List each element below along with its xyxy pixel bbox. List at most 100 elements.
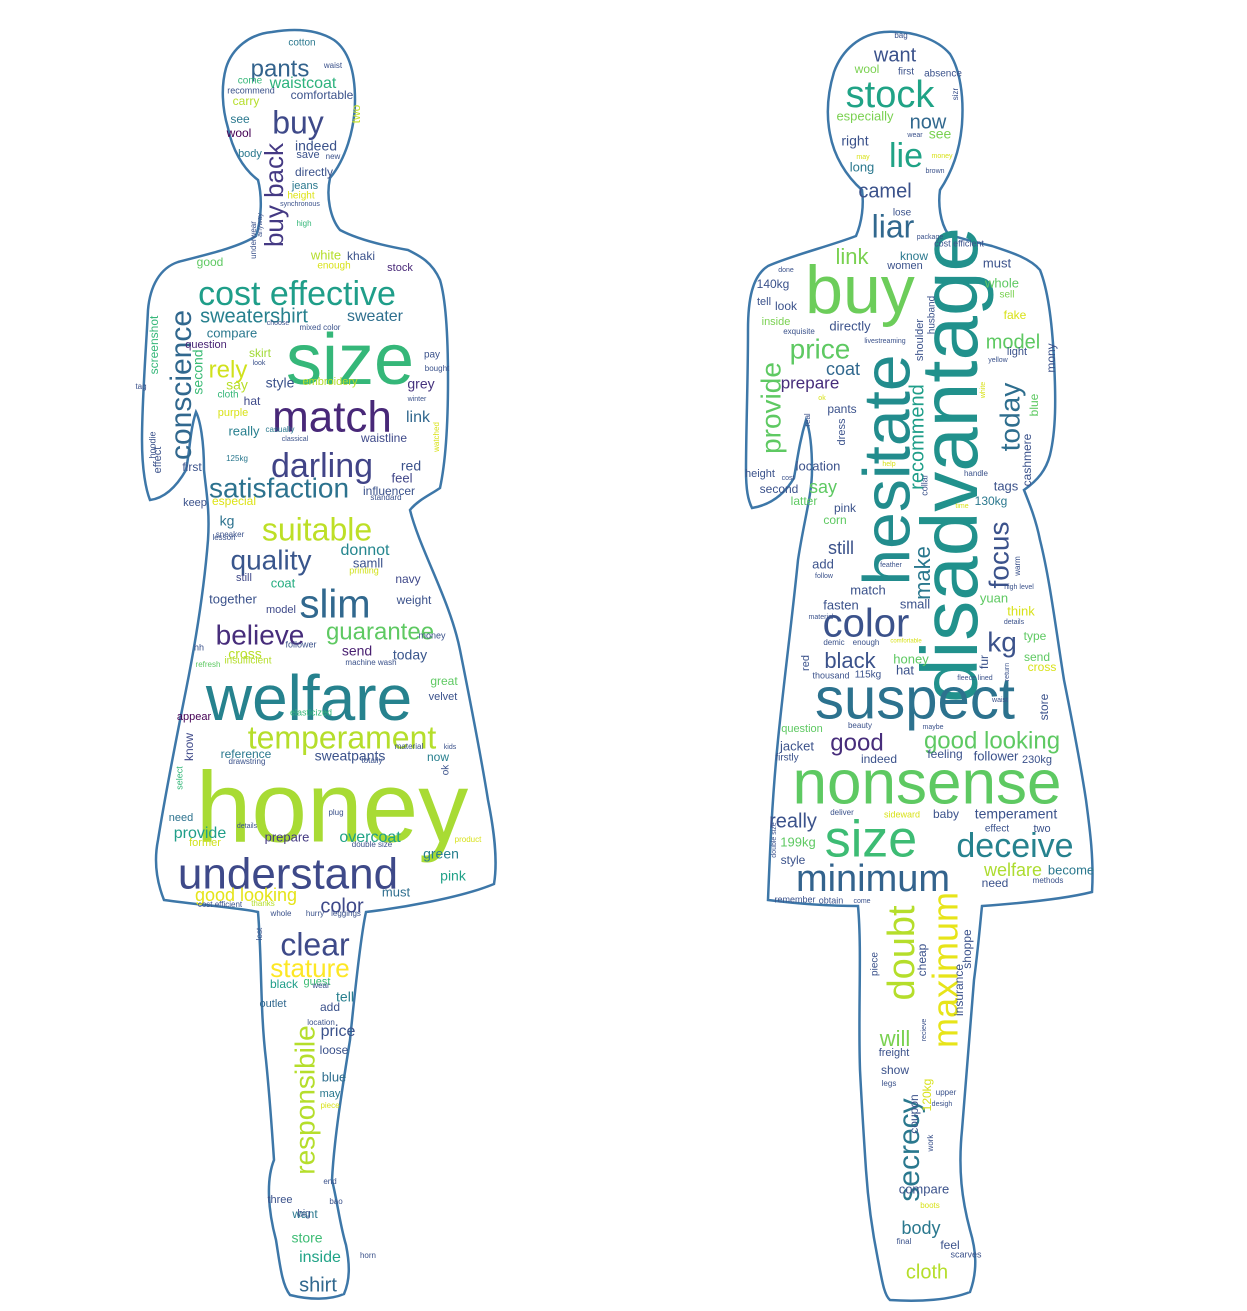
left-word-sneaker: sneaker [216, 530, 245, 539]
right-word-corn: corn [823, 513, 846, 527]
right-word-thousand: thousand [812, 670, 849, 680]
right-word-price: price [790, 333, 851, 364]
right-word-wool: wool [854, 62, 880, 76]
right-word-come: come [853, 898, 870, 905]
right-word-model: model [986, 331, 1040, 353]
left-word-choose: choose [267, 320, 290, 327]
left-word-plug: plug [328, 808, 343, 817]
right-word-deliver: deliver [830, 808, 854, 817]
left-word-waistline: waistline [360, 431, 407, 445]
right-word-color: color [823, 602, 910, 646]
left-word-effect: effect [152, 447, 164, 474]
left-word-casually: casually [266, 425, 295, 434]
right-word-think: think [1007, 603, 1035, 618]
right-word-latter: latter [791, 494, 818, 508]
left-word-synchronous: synchronous [280, 201, 320, 208]
right-word-final: final [897, 1237, 912, 1246]
right-word-minimum: minimum [796, 858, 950, 900]
left-word-tell: tell [336, 989, 354, 1005]
left-word-sweater: sweater [347, 308, 404, 325]
left-word-details: details [237, 823, 258, 830]
right-word-yuan: yuan [980, 590, 1008, 605]
right-word-material: material [809, 614, 834, 621]
left-word-look: look [253, 360, 266, 367]
left-word-rely: rely [209, 356, 248, 383]
right-word-today: today [994, 383, 1025, 452]
right-word-become: become [1048, 862, 1094, 877]
left-word-money: money [418, 630, 446, 640]
right-word-absence: absence [924, 69, 962, 80]
right-word-package: package [917, 234, 944, 241]
left-word-product: product [455, 835, 482, 844]
right-word-beauty: beauty [848, 721, 872, 730]
left-word-first: first [182, 460, 202, 474]
right-word-blue: blue [1027, 393, 1041, 416]
right-word-women: women [886, 260, 922, 272]
left-word-send: send [342, 643, 372, 659]
left-word-green: green [423, 846, 459, 862]
left-word-carry: carry [233, 94, 260, 108]
right-word-140kg: 140kg [757, 277, 790, 291]
left-word-classical: classical [282, 436, 309, 443]
right-word-scarves: scarves [950, 1249, 982, 1259]
right-word-piece: piece [870, 952, 881, 976]
left-word-winter: winter [407, 396, 427, 403]
right-word-especially: especially [836, 108, 894, 123]
right-word-second: second [760, 482, 799, 496]
right-word-brown: brown [925, 168, 944, 175]
right-word-black: black [824, 648, 876, 673]
left-word-totally: totally [362, 756, 383, 765]
right-word-feeling: feeling [927, 747, 962, 761]
right-word-shoppe: shoppe [960, 929, 974, 969]
right-word-waist: waist [991, 697, 1008, 704]
right-word-hat: hat [896, 662, 914, 677]
right-word-temperament: temperament [975, 806, 1058, 822]
left-word-clear: clear [280, 926, 350, 962]
right-word-say: say [809, 477, 837, 497]
right-word-height: height [745, 468, 775, 480]
left-word-shirt: shirt [299, 1274, 337, 1296]
right-word-style: style [781, 853, 806, 867]
right-word-cost: cost [782, 475, 795, 482]
left-word-bao: bao [329, 1197, 343, 1206]
left-word-former: former [189, 837, 221, 849]
right-word-demic: demic [823, 638, 844, 647]
left-word-welfare: welfare [205, 662, 412, 734]
right-word-cheap: cheap [915, 943, 929, 976]
right-word-add: add [812, 556, 834, 571]
right-word-fur: fur [977, 655, 991, 669]
left-word-keep: keep [183, 497, 207, 509]
right-word-disadvantage: disadvantage [905, 227, 994, 703]
left-word-purple: purple [218, 407, 249, 419]
left-word-compare: compare [207, 325, 258, 340]
right-word-sizr: sizr [951, 87, 960, 100]
right-word-match: match [850, 582, 885, 597]
left-word-printing: printing [349, 565, 379, 575]
left-word-kg: kg [220, 513, 235, 529]
left-word-125kg: 125kg [226, 454, 248, 463]
right-word-feather: feather [880, 562, 902, 569]
right-word-recieve: recieve [921, 1019, 928, 1042]
right-word-fake: fake [1004, 308, 1027, 322]
left-word-high: high [296, 219, 311, 228]
right-word-two: two [1033, 823, 1050, 835]
right-word-recommend: recommend [906, 384, 928, 490]
right-word-pants: pants [827, 402, 856, 416]
left-word-cross: cross [228, 646, 261, 662]
left-word-cost-efficient: cost efficient [198, 900, 243, 909]
left-word-model: model [266, 604, 296, 616]
left-word-provide: provide [174, 825, 227, 842]
right-word-obtain: obtain [819, 895, 844, 905]
left-word-donnot: donnot [341, 542, 390, 559]
right-word-double-size: double size [771, 822, 778, 858]
left-silhouette-outline [140, 28, 497, 1300]
right-word-stock: stock [846, 74, 936, 116]
right-word-secrecy: secrecy [893, 1098, 926, 1201]
left-word-pay: pay [424, 350, 440, 361]
right-word-details: details [1004, 619, 1025, 626]
left-word-anyway: anyway [257, 213, 264, 237]
left-word-cotton: cotton [288, 38, 315, 49]
left-word-drawstring: drawstring [229, 757, 266, 766]
left-word-standard: standard [370, 493, 401, 502]
